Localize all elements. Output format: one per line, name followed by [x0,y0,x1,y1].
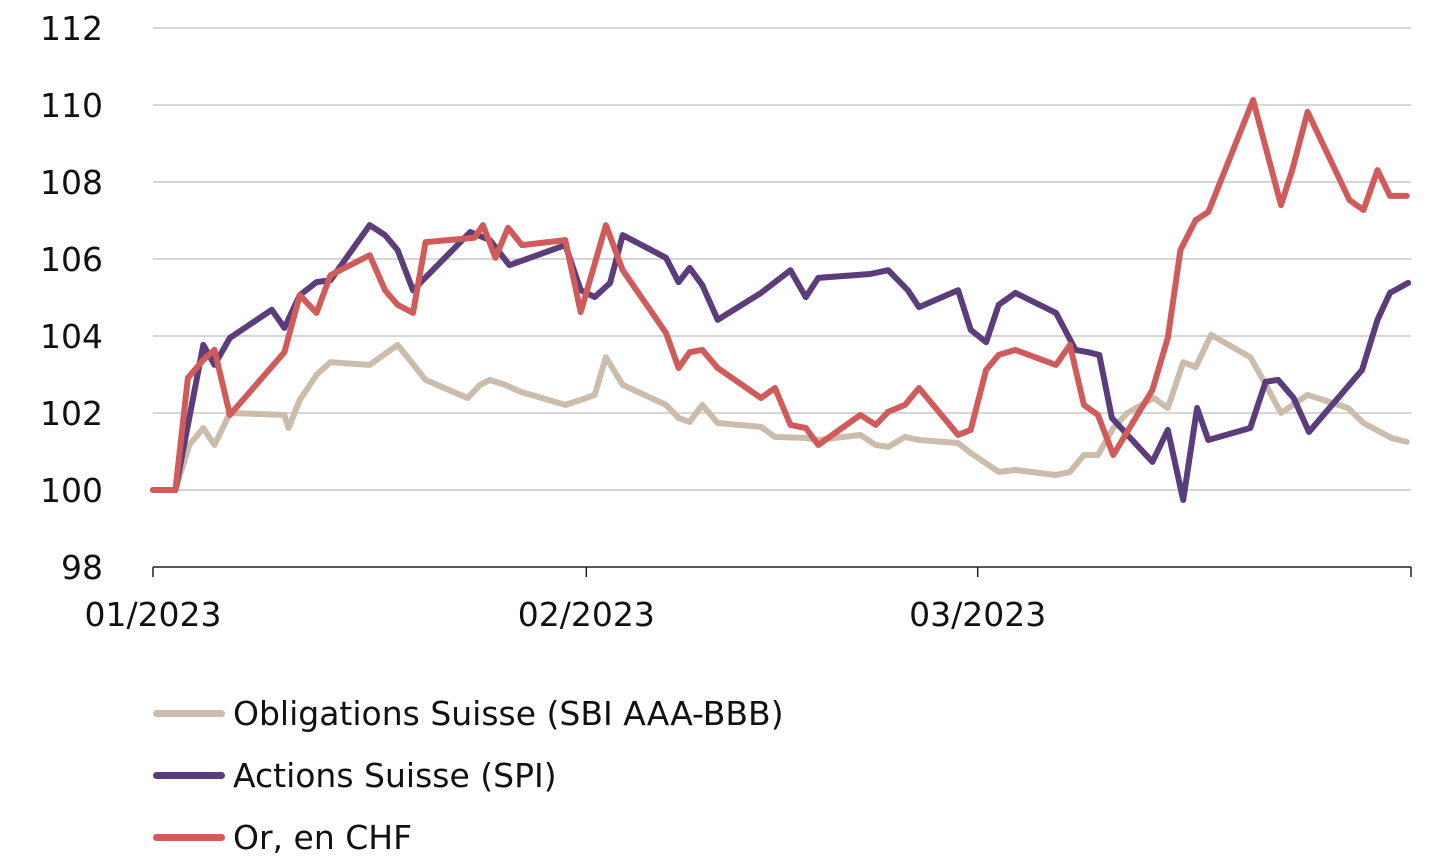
legend-item-bonds: Obligations Suisse (SBI AAA-BBB) [153,682,784,744]
y-tick-label: 110 [40,86,103,125]
series-lines [150,97,1412,503]
gridlines [153,27,1411,491]
legend-swatch [153,709,225,717]
y-tick-label: 112 [40,9,103,48]
y-axis: 98 100 102 104 106 108 110 112 [40,9,103,587]
y-tick-label: 108 [40,163,103,202]
x-tick-label: 02/2023 [518,595,655,634]
x-tick-label: 01/2023 [84,595,221,634]
legend-label: Actions Suisse (SPI) [233,755,557,795]
x-tick-label: 03/2023 [909,595,1046,634]
y-tick-label: 104 [40,317,103,356]
y-tick-label: 98 [61,548,103,587]
series-line-0 [150,331,1410,493]
legend: Obligations Suisse (SBI AAA-BBB) Actions… [153,682,784,868]
legend-swatch [153,771,225,779]
legend-label: Or, en CHF [233,817,413,857]
y-tick-label: 106 [40,240,103,279]
series-line-1 [150,222,1412,503]
legend-item-gold: Or, en CHF [153,806,784,868]
y-tick-label: 102 [40,394,103,433]
legend-label: Obligations Suisse (SBI AAA-BBB) [233,693,784,733]
y-tick-label: 100 [40,471,103,510]
series-line-2 [150,97,1410,493]
legend-item-equities: Actions Suisse (SPI) [153,744,784,806]
legend-swatch [153,833,225,841]
x-axis: 01/2023 02/2023 03/2023 [84,566,1412,634]
